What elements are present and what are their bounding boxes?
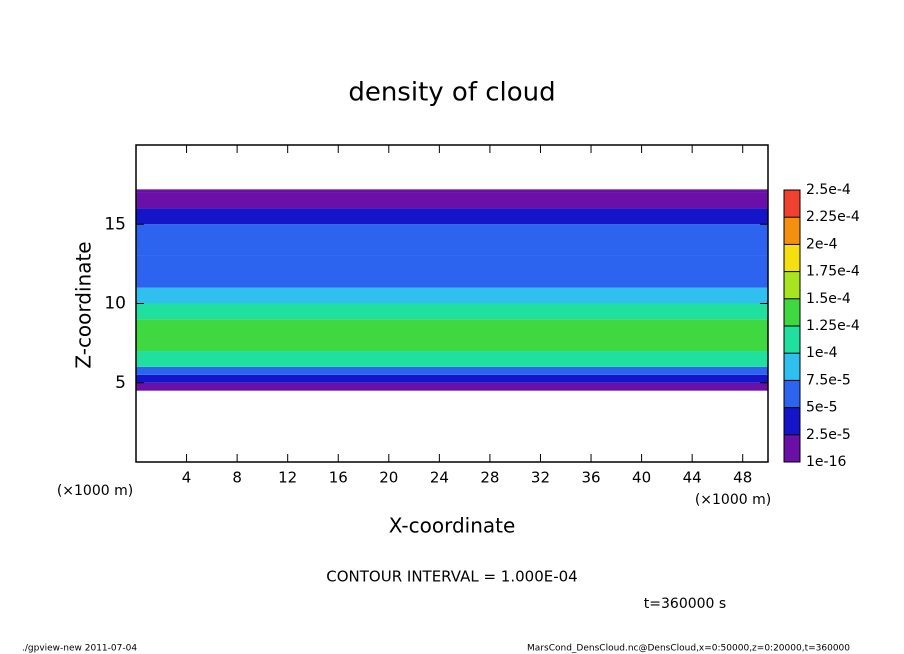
colorbar-label: 7.5e-5 [806, 372, 851, 388]
colorbar-block [784, 434, 800, 462]
density-band [136, 374, 768, 383]
colorbar-label: 2.5e-4 [806, 182, 851, 198]
density-band [136, 366, 768, 375]
colorbar-label: 1.75e-4 [806, 264, 860, 280]
time-note: t=360000 s [644, 596, 726, 612]
colorbar-label: 1.25e-4 [806, 318, 860, 334]
x-tick-label: 12 [278, 469, 297, 487]
colorbar-block [784, 326, 800, 354]
colorbar-block [784, 353, 800, 381]
density-band [136, 255, 768, 288]
density-band [136, 224, 768, 256]
y-tick-label: 15 [104, 214, 126, 234]
x-tick-label: 36 [581, 469, 600, 487]
footer-left: ./gpview-new 2011-07-04 [22, 644, 137, 654]
contour-note: CONTOUR INTERVAL = 1.000E-04 [326, 568, 577, 586]
x-tick-label: 8 [232, 469, 242, 487]
colorbar-label: 2.5e-5 [806, 427, 851, 443]
colorbar-label: 1e-16 [806, 454, 846, 470]
density-band [136, 192, 768, 209]
colorbar-label: 2.25e-4 [806, 209, 860, 225]
density-band [136, 208, 768, 225]
colorbar-block [784, 380, 800, 408]
density-band [136, 287, 768, 304]
x-tick-label: 4 [182, 469, 192, 487]
colorbar-block [784, 217, 800, 245]
y-tick-label: 5 [115, 373, 126, 393]
colorbar-block [784, 407, 800, 435]
y-tick-label: 10 [104, 294, 126, 314]
colorbar-label: 1.5e-4 [806, 291, 851, 307]
density-band [136, 382, 768, 391]
x-tick-label: 40 [632, 469, 651, 487]
x-unit: (×1000 m) [695, 492, 771, 508]
colorbar-label: 1e-4 [806, 345, 838, 361]
colorbar-block [784, 190, 800, 218]
y-unit: (×1000 m) [57, 483, 133, 499]
y-axis-label: Z-coordinate [72, 241, 96, 368]
density-band [136, 303, 768, 320]
x-tick-label: 44 [683, 469, 702, 487]
colorbar-block [784, 298, 800, 326]
colorbar-label: 2e-4 [806, 236, 838, 252]
colorbar-label: 5e-5 [806, 400, 837, 416]
x-tick-label: 32 [531, 469, 550, 487]
chart-title: density of cloud [348, 78, 555, 108]
x-axis-label: X-coordinate [389, 514, 516, 538]
x-tick-label: 20 [379, 469, 398, 487]
footer-right: MarsCond_DensCloud.nc@DensCloud,x=0:5000… [527, 644, 850, 654]
density-band [136, 351, 768, 367]
x-tick-label: 24 [430, 469, 449, 487]
x-tick-label: 16 [329, 469, 348, 487]
density-band [136, 319, 768, 352]
x-tick-label: 28 [480, 469, 499, 487]
colorbar-block [784, 244, 800, 272]
x-tick-label: 48 [733, 469, 752, 487]
density-band [136, 189, 768, 193]
colorbar-block [784, 271, 800, 299]
